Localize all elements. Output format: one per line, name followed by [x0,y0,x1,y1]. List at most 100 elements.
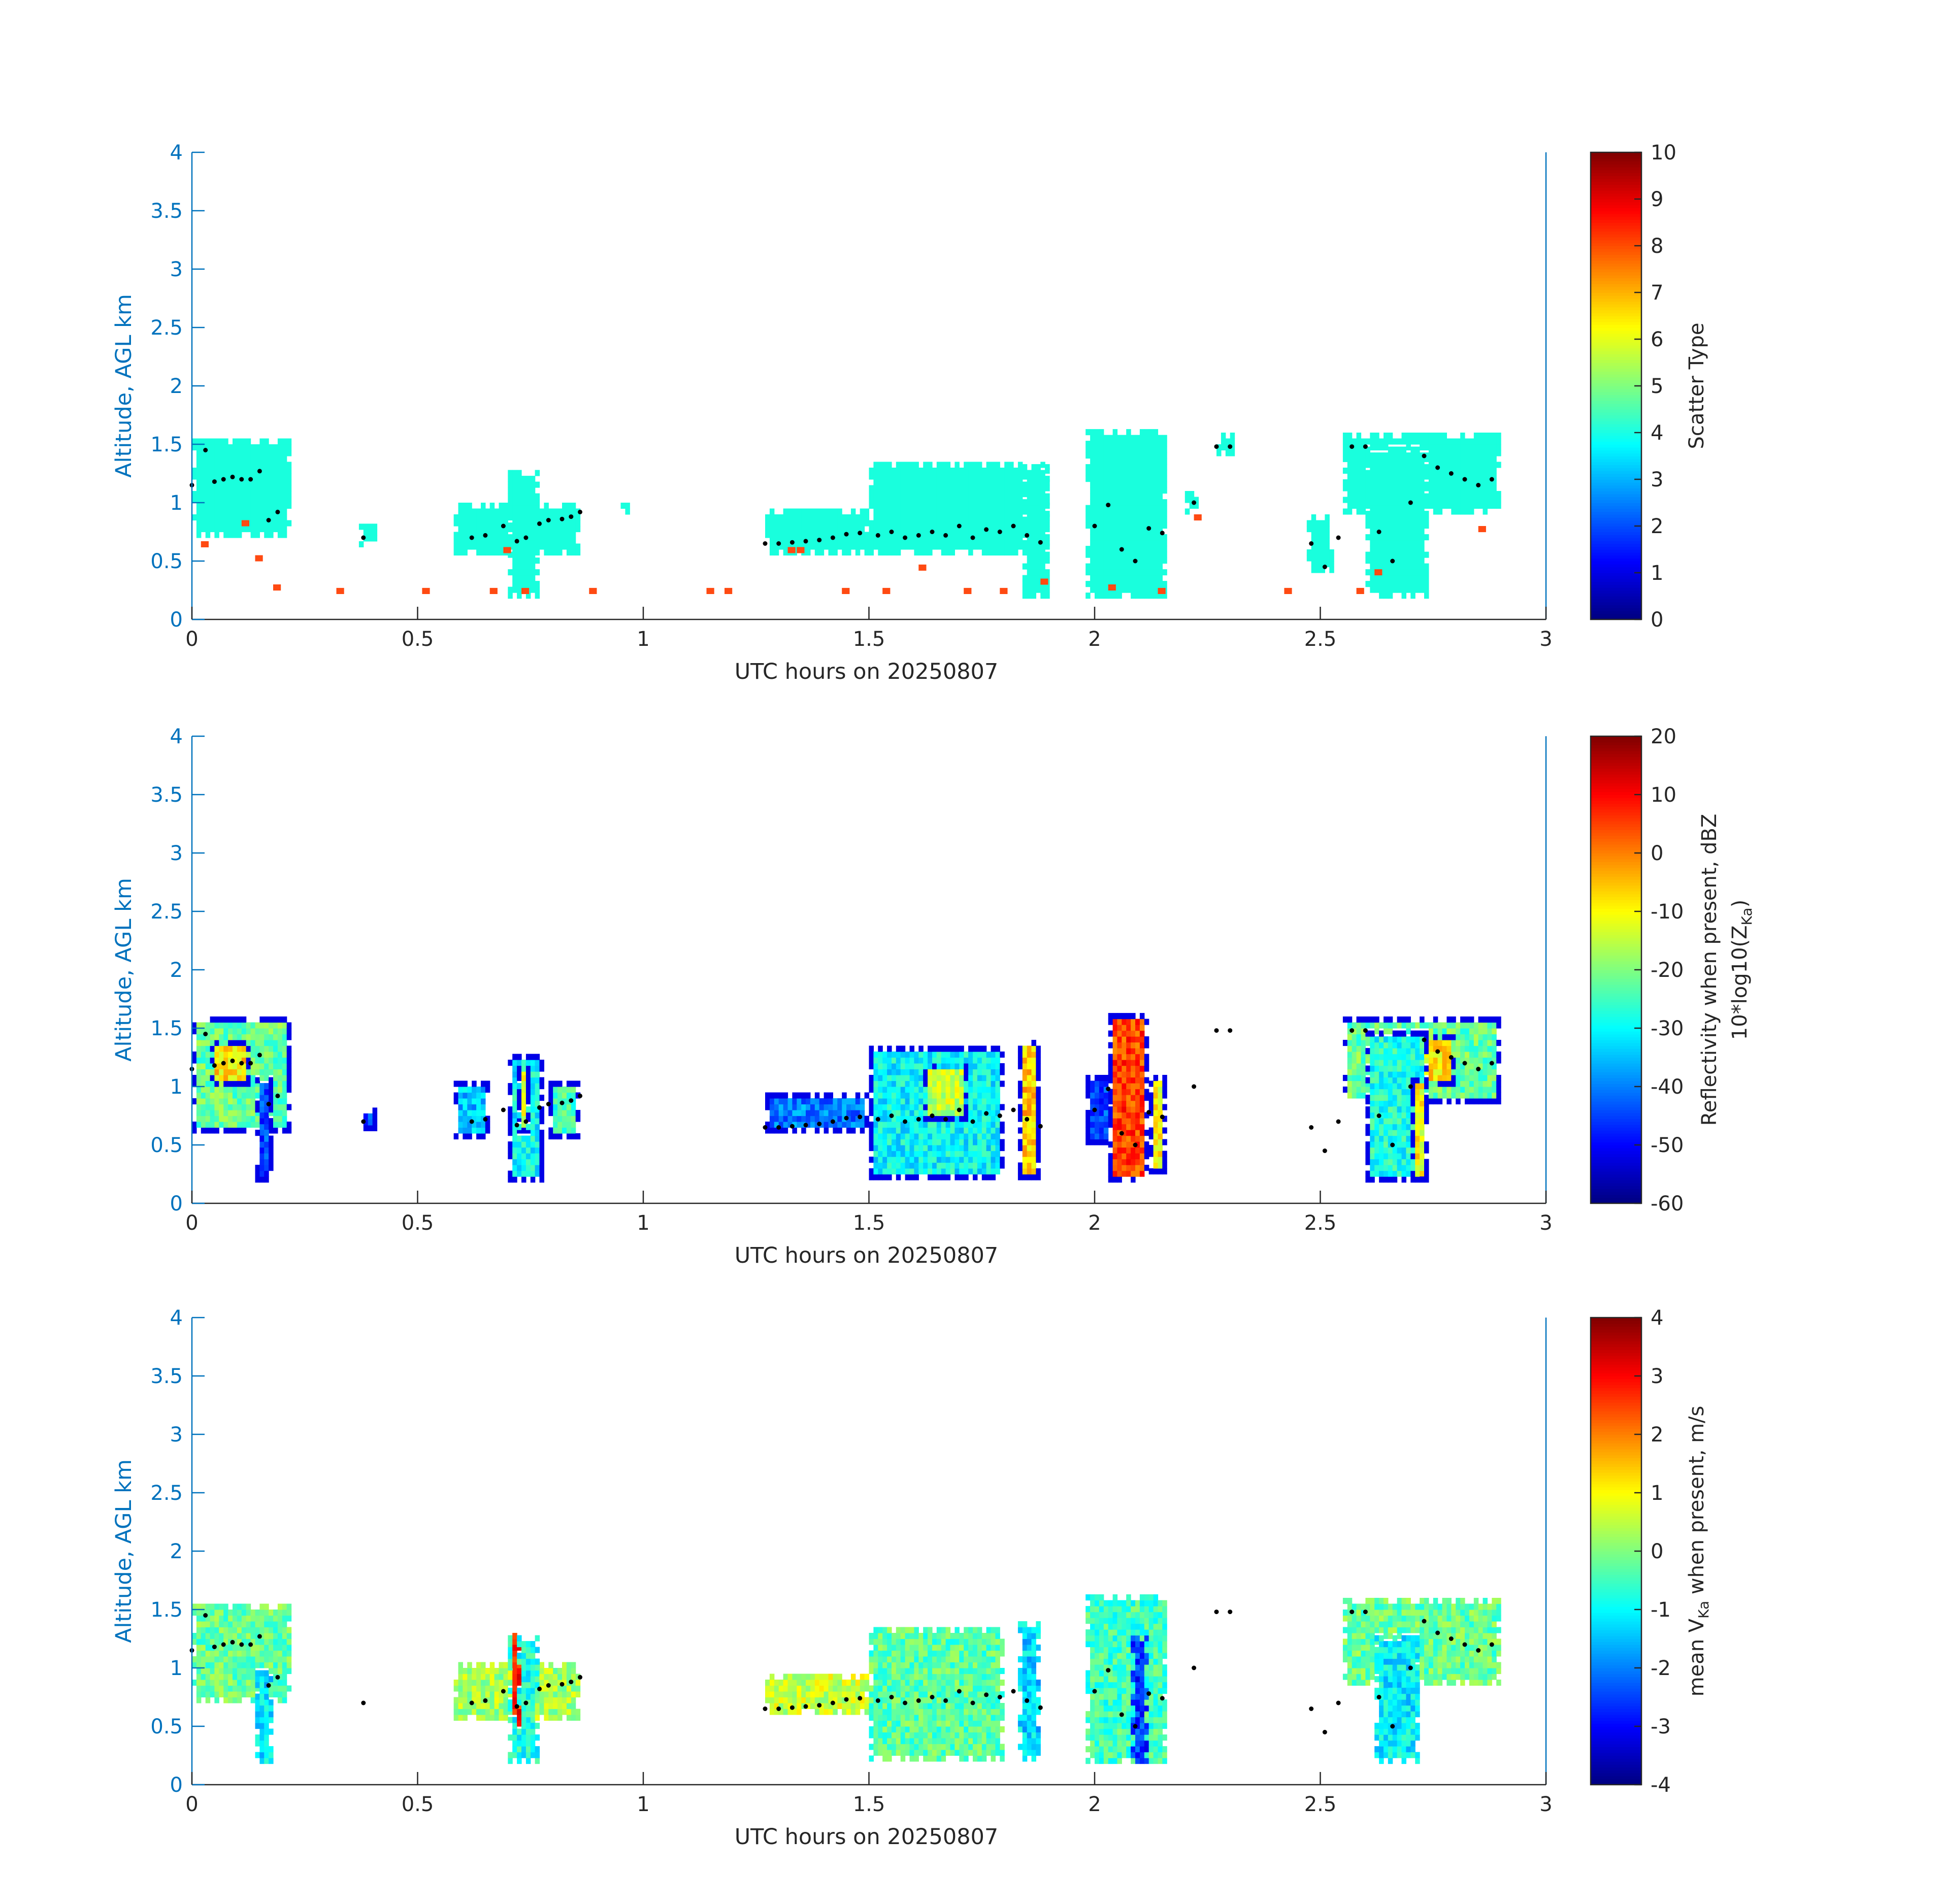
heatmap-cell [1095,569,1100,576]
heatmap-cell [928,1127,933,1134]
heatmap-cell [1465,497,1470,503]
heatmap-cell [525,593,531,599]
colorbar-tick-label: 6 [1651,328,1663,351]
x-tick-label: 2 [1088,628,1101,651]
heatmap-cell [1045,543,1050,550]
heatmap-cell [517,557,522,564]
heatmap-cell [214,1122,219,1128]
heatmap-cell [273,450,278,456]
heatmap-cell [1031,476,1036,482]
heatmap-cell [1027,546,1032,552]
heatmap-cell [819,526,825,533]
heatmap-cell [512,499,517,506]
heatmap-cell [1392,511,1398,517]
heatmap-cell [463,1104,468,1110]
heatmap-cell [1401,464,1406,471]
heatmap-cell [900,1133,906,1140]
heatmap-cell [463,532,468,538]
heatmap-cell [995,1080,1000,1087]
heatmap-cell [1148,1092,1154,1099]
heatmap-cell [273,514,278,521]
heatmap-cell [1045,485,1050,491]
heatmap-cell [973,1080,978,1087]
heatmap-cell [923,1157,928,1163]
heatmap-cell [273,456,278,463]
heatmap-cell [544,503,549,509]
heatmap-cell [950,1133,955,1140]
heatmap-cell [806,538,811,544]
heatmap-cell [801,526,806,533]
heatmap-cell [932,538,937,544]
heatmap-cell [950,1092,955,1099]
heatmap-cell [1420,540,1425,546]
heatmap-cell [896,1045,901,1052]
heatmap-cell [1131,1106,1136,1113]
heatmap-cell [932,468,937,474]
heatmap-cell [1139,1042,1145,1048]
heatmap-cell [878,1075,883,1081]
heatmap-cell [918,520,924,527]
heatmap-cell [517,540,522,546]
heatmap-cell [1397,516,1402,523]
heatmap-cell [981,1063,987,1070]
heatmap-cell [1139,1170,1145,1177]
heatmap-cell [1095,441,1100,447]
heatmap-cell [1148,499,1154,506]
heatmap-cell [205,520,211,527]
heatmap-cell [485,549,490,556]
heatmap-cell [1126,1124,1131,1130]
cloud-base-marker [578,509,582,514]
heatmap-cell [936,1157,942,1163]
heatmap-cell [1139,1048,1145,1055]
heatmap-cell [977,1075,982,1081]
heatmap-cell [905,1098,910,1105]
heatmap-cell [914,485,919,491]
heatmap-cell [1122,1071,1127,1078]
heatmap-cell [1022,543,1028,550]
heatmap-cell [1478,438,1484,445]
colorbar-segment [1591,313,1641,316]
heatmap-cell [1112,441,1118,447]
heatmap-cell [945,532,951,538]
heatmap-cell [1397,476,1402,482]
heatmap-cell [1126,1130,1131,1136]
heatmap-cell [463,1087,468,1093]
heatmap-cell [535,1124,540,1130]
heatmap-cell [1027,1145,1032,1152]
heatmap-cell [973,520,978,527]
heatmap-cell [255,503,260,509]
heatmap-cell [941,1151,946,1157]
heatmap-cell [1148,540,1154,546]
heatmap-cell [905,1052,910,1058]
heatmap-cell [255,508,260,515]
cloud-base-marker [1422,453,1427,458]
heatmap-cell [269,456,274,463]
heatmap-cell [918,508,924,515]
heatmap-cell [991,1052,996,1058]
heatmap-cell [255,1077,260,1084]
heatmap-cell [1022,1057,1028,1064]
heatmap-cell [873,1122,878,1128]
cloud-base-marker [1462,477,1467,482]
heatmap-cell [973,1133,978,1140]
heatmap-cell [878,1110,883,1117]
heatmap-cell [892,479,897,486]
heatmap-cell [1153,516,1159,523]
heatmap-cell [241,1016,247,1023]
heatmap-cell [273,1075,278,1081]
heatmap-cell [1103,1110,1109,1117]
heatmap-cell [512,1135,517,1142]
heatmap-cell [255,1069,260,1075]
heatmap-cell [787,514,793,521]
heatmap-cell [914,1133,919,1140]
heatmap-cell [512,534,517,541]
heatmap-cell [1406,534,1411,541]
colorbar-segment [1591,406,1641,410]
heatmap-cell [1379,511,1384,517]
heatmap-cell [968,1110,973,1117]
colorbar-segment [1591,470,1641,474]
heatmap-cell [855,1092,861,1099]
heatmap-cell [1469,438,1474,445]
heatmap-cell [196,1022,202,1029]
heatmap-cell [765,1122,770,1128]
